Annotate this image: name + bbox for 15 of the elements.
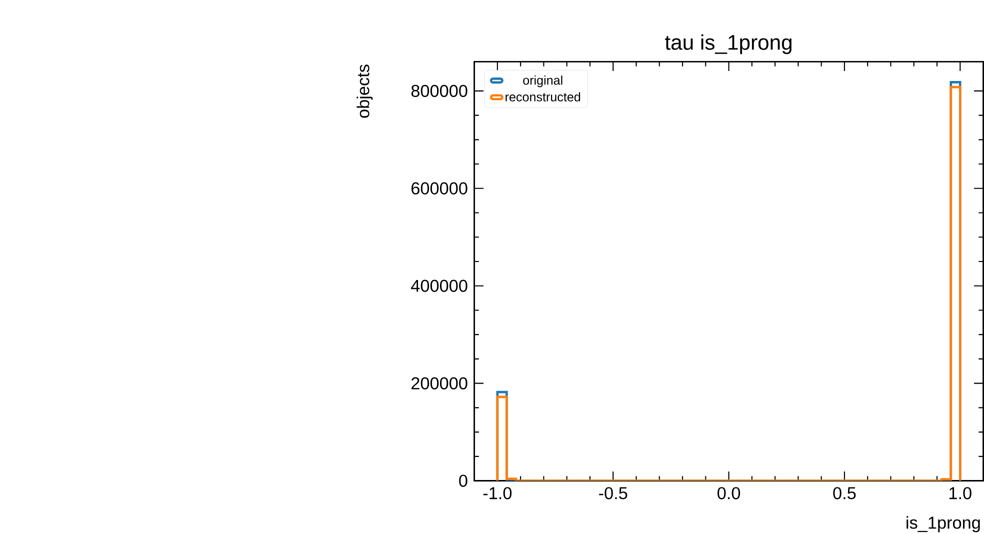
x-tick-label: -1.0 <box>483 486 512 500</box>
chart-title: tau is_1prong <box>665 34 792 54</box>
legend-label: reconstructed <box>506 92 580 102</box>
x-tick-label: 1.0 <box>950 486 972 500</box>
x-tick-label: 0.5 <box>833 486 856 500</box>
y-tick-label: 200000 <box>411 377 468 390</box>
y-tick-label: 800000 <box>411 84 468 97</box>
x-tick-label: 0.0 <box>718 486 740 500</box>
x-tick-label: -0.5 <box>599 486 628 500</box>
y-tick-label: 400000 <box>411 280 468 292</box>
legend-label: original <box>523 75 562 88</box>
y-axis-title: objects <box>356 64 373 118</box>
x-axis-title: is_1prong <box>906 516 980 532</box>
y-tick-label: 0 <box>459 474 468 487</box>
y-tick-label: 600000 <box>412 182 468 194</box>
